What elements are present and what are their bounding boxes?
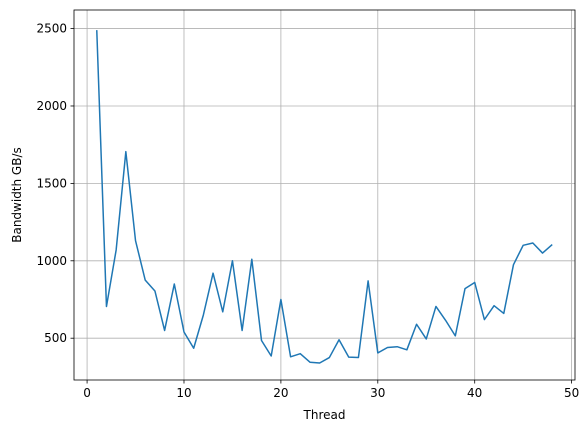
x-tick-label: 0	[83, 386, 91, 400]
plot-frame	[74, 10, 575, 380]
x-tick-label: 40	[467, 386, 482, 400]
x-tick-label: 10	[176, 386, 191, 400]
y-tick-label: 1500	[36, 176, 67, 190]
y-tick-label: 500	[44, 331, 67, 345]
x-axis-label: Thread	[303, 408, 346, 422]
grid	[74, 10, 575, 380]
x-tick-label: 20	[273, 386, 288, 400]
ticks: 0 10 20 30 40 50 500 1000 1500 2000 2500	[36, 22, 579, 400]
y-tick-label: 2500	[36, 22, 67, 36]
y-tick-label: 2000	[36, 99, 67, 113]
x-tick-label: 50	[564, 386, 579, 400]
y-tick-label: 1000	[36, 254, 67, 268]
y-axis-label: Bandwidth GB/s	[10, 147, 24, 243]
x-tick-label: 30	[370, 386, 385, 400]
axes	[74, 10, 575, 380]
series-layer	[97, 30, 552, 363]
series-line	[97, 30, 552, 363]
